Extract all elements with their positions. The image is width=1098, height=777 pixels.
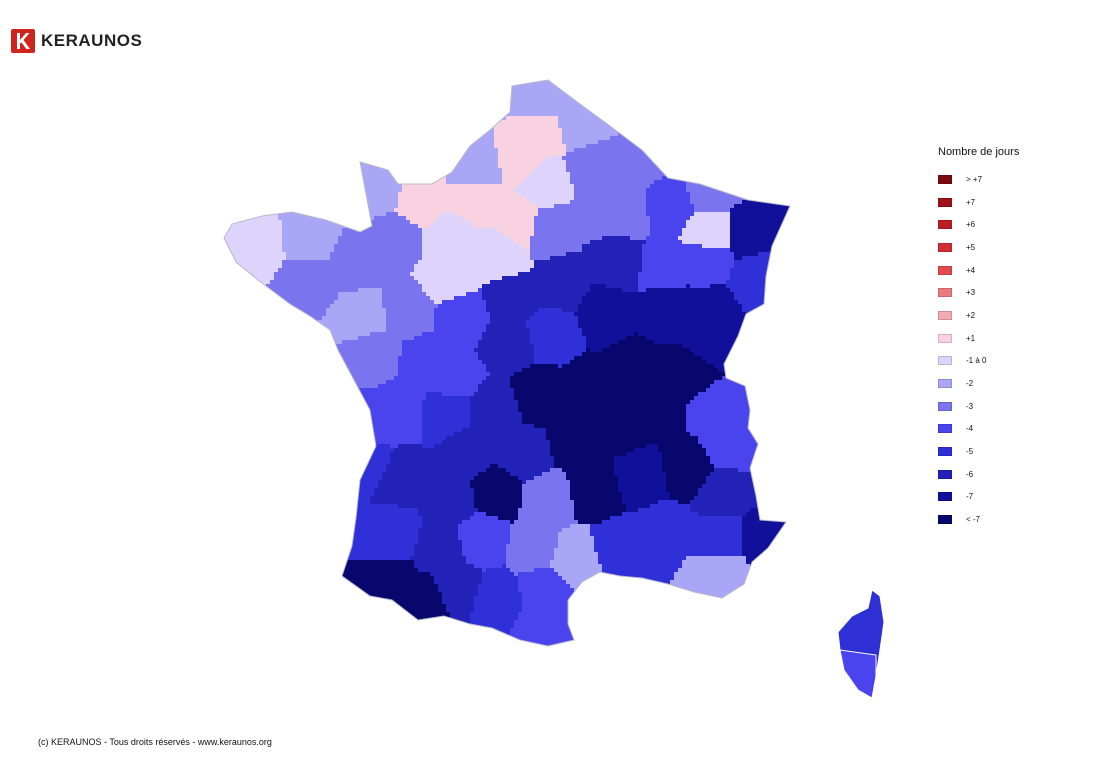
copyright-footer: (c) KERAUNOS - Tous droits réservés - ww… [38,737,272,747]
legend-label: +5 [966,243,975,252]
department-regions [224,80,790,646]
france-outline [223,79,791,647]
legend-swatch [938,310,952,320]
legend-item: < -7 [938,508,1078,531]
legend-label: -1 à 0 [966,356,986,365]
legend-label: < -7 [966,515,980,524]
legend-swatch [938,265,952,275]
legend-swatch [938,288,952,298]
legend-swatch [938,379,952,389]
legend-swatch [938,401,952,411]
legend-item: +4 [938,259,1078,282]
legend-swatch [938,242,952,252]
legend-label: +3 [966,288,975,297]
legend-label: -5 [966,447,973,456]
legend-swatch [938,333,952,343]
legend-item: +5 [938,236,1078,259]
legend-swatch [938,515,952,525]
legend-label: -2 [966,379,973,388]
legend-swatch [938,492,952,502]
legend-swatch [938,469,952,479]
legend-label: +1 [966,334,975,343]
legend-label: +7 [966,198,975,207]
legend-label: +4 [966,266,975,275]
legend-label: +2 [966,311,975,320]
legend-item: -6 [938,463,1078,486]
legend-title: Nombre de jours [938,146,1078,158]
corsica [837,589,885,699]
legend-label: -4 [966,424,973,433]
legend-swatch [938,356,952,366]
legend-item: -5 [938,440,1078,463]
legend-label: -6 [966,470,973,479]
legend-item: > +7 [938,168,1078,191]
brand-name: KERAUNOS [41,31,142,51]
legend-label: -3 [966,402,973,411]
legend-item: +7 [938,191,1078,214]
legend-item: -1 à 0 [938,350,1078,373]
legend-item: -2 [938,372,1078,395]
keraunos-logo: KERAUNOS [11,29,142,53]
legend-swatch [938,447,952,457]
legend-item: -7 [938,486,1078,509]
legend-items: > +7 +7 +6 +5 +4 +3 +2 +1 -1 à 0 -2 -3 -4 -5 -6 -7 < -7 [938,168,1078,531]
legend-label: > +7 [966,175,982,184]
legend-swatch [938,174,952,184]
legend-label: -7 [966,492,973,501]
legend: Nombre de jours > +7 +7 +6 +5 +4 +3 +2 +1 -1 à 0… [938,146,1078,531]
legend-item: +1 [938,327,1078,350]
legend-swatch [938,424,952,434]
legend-item: +6 [938,213,1078,236]
legend-item: -3 [938,395,1078,418]
legend-item: +3 [938,281,1078,304]
legend-label: +6 [966,220,975,229]
legend-item: +2 [938,304,1078,327]
legend-item: -4 [938,418,1078,441]
corsica-south [839,649,877,699]
legend-swatch [938,197,952,207]
legend-swatch [938,220,952,230]
keraunos-logo-icon [11,29,35,53]
